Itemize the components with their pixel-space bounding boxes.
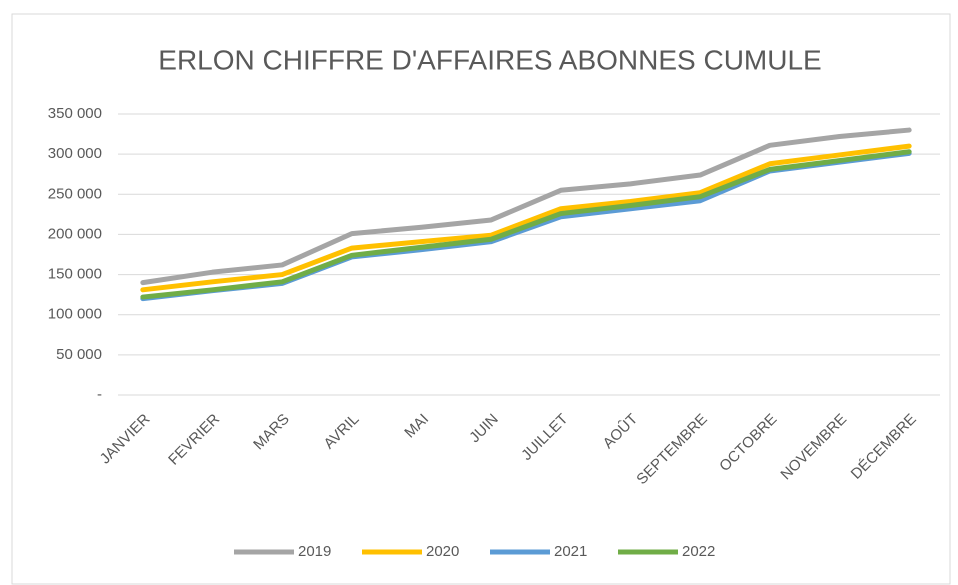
chart-frame <box>11 13 951 585</box>
y-tick-label: 50 000 <box>56 346 102 363</box>
legend-label: 2020 <box>426 543 459 560</box>
legend-label: 2021 <box>554 543 587 560</box>
series-line <box>140 149 912 300</box>
chart-title: ERLON CHIFFRE D'AFFAIRES ABONNES CUMULE <box>158 44 821 75</box>
y-tick-label: - <box>97 386 102 403</box>
y-tick-label: 100 000 <box>48 306 102 323</box>
y-tick-label: 350 000 <box>48 105 102 122</box>
legend-label: 2022 <box>682 543 715 560</box>
series-line <box>140 143 912 293</box>
y-tick-label: 300 000 <box>48 145 102 162</box>
legend-label: 2019 <box>298 543 331 560</box>
y-tick-label: 250 000 <box>48 185 102 202</box>
series-line <box>140 127 912 286</box>
y-tick-label: 200 000 <box>48 225 102 242</box>
y-tick-label: 150 000 <box>48 266 102 283</box>
